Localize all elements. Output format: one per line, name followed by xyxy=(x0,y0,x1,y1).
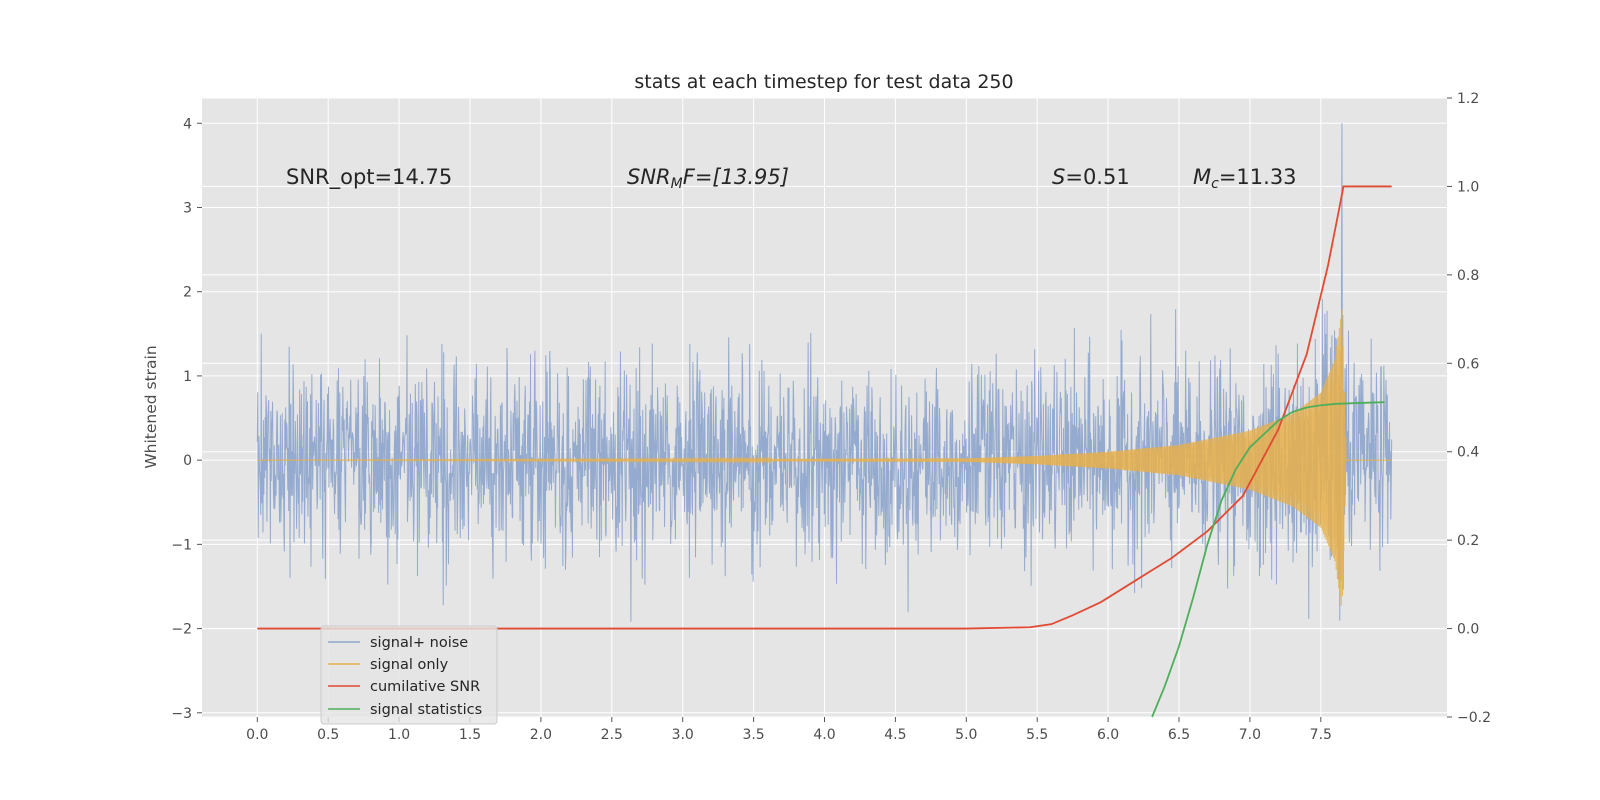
series-cumulative-snr xyxy=(257,185,1392,630)
y-tick-label-left: 0 xyxy=(183,453,192,469)
x-tick-label: 5.5 xyxy=(1026,727,1048,743)
mc-value: =11.33 xyxy=(1219,165,1297,189)
y-tick-label-right: 0.8 xyxy=(1457,268,1479,284)
y-tick-label-left: 2 xyxy=(183,285,192,301)
x-tick-label: 7.0 xyxy=(1239,727,1261,743)
x-tick-label: 2.5 xyxy=(601,727,623,743)
mc-symbol: M xyxy=(1193,165,1211,189)
annotation-snr-mf: SNRMF=[13.95] xyxy=(627,165,789,192)
signal-only-layer xyxy=(257,309,1392,606)
y-tick-label-right: 0.4 xyxy=(1457,445,1479,461)
annotation-mc: Mc=11.33 xyxy=(1193,165,1297,192)
x-tick-label: 2.0 xyxy=(530,727,552,743)
x-tick-label: 5.0 xyxy=(955,727,977,743)
y-tick-label-right: 1.2 xyxy=(1457,91,1479,107)
legend-label-signal-statistics: signal statistics xyxy=(370,702,482,718)
snr-mf-symbol: SNR xyxy=(627,165,671,189)
x-tick-label: 3.5 xyxy=(742,727,764,743)
series-signal-statistics xyxy=(1151,401,1385,718)
x-tick-label: 6.5 xyxy=(1168,727,1190,743)
legend-label-signal-only: signal only xyxy=(370,657,449,673)
x-tick-label: 1.5 xyxy=(459,727,481,743)
y-tick-label-right: 0.0 xyxy=(1457,622,1479,638)
y-tick-label-right: 0.6 xyxy=(1457,356,1479,372)
y-tick-label-left: 1 xyxy=(183,369,192,385)
snr-mf-subscript: M xyxy=(671,176,683,192)
y-axis-left: 4 3 2 1 0 −1 −2 −3 xyxy=(171,116,202,722)
x-tick-label: 1.0 xyxy=(388,727,410,743)
signal-noise-layer xyxy=(256,123,1393,622)
x-tick-label: 7.5 xyxy=(1310,727,1332,743)
y-tick-label-left: 3 xyxy=(183,200,192,216)
chart-title: stats at each timestep for test data 250 xyxy=(634,71,1013,93)
y-tick-label-left: −3 xyxy=(171,706,192,722)
series-signal-only xyxy=(257,309,1392,606)
annotation-s: S=0.51 xyxy=(1052,165,1130,189)
x-tick-label: 4.5 xyxy=(884,727,906,743)
y-tick-label-left: −1 xyxy=(171,537,192,553)
legend-box xyxy=(320,625,498,725)
annotation-snr-opt: SNR_opt=14.75 xyxy=(286,165,452,190)
line-series-layer xyxy=(257,185,1392,718)
y-tick-label-left: −2 xyxy=(171,622,192,638)
snr-mf-text: F=[13.95] xyxy=(683,165,789,189)
legend-label-signal-noise: signal+ noise xyxy=(370,635,468,651)
x-axis: 0.0 0.5 1.0 1.5 2.0 2.5 3.0 3.5 4.0 4.5 5.0 5.5 6.0 6… xyxy=(246,717,1332,743)
y-tick-label-right: 1.0 xyxy=(1457,179,1479,195)
legend: signal+ noise signal only cumilative SNR… xyxy=(320,625,498,725)
y-tick-label-left: 4 xyxy=(183,116,192,132)
y-tick-label-right: 0.2 xyxy=(1457,533,1479,549)
x-tick-label: 0.5 xyxy=(317,727,339,743)
legend-label-cumulative-snr: cumilative SNR xyxy=(370,679,480,695)
x-tick-label: 3.0 xyxy=(672,727,694,743)
y-tick-label-right: −0.2 xyxy=(1457,710,1491,726)
s-symbol: S xyxy=(1052,165,1065,189)
series-signal-noise xyxy=(256,123,1393,622)
y-axis-right: 1.2 1.0 0.8 0.6 0.4 0.2 0.0 −0.2 xyxy=(1447,91,1491,726)
y-axis-label: Whitened strain xyxy=(142,345,160,468)
x-tick-label: 6.0 xyxy=(1097,727,1119,743)
x-tick-label: 0.0 xyxy=(246,727,268,743)
mc-subscript: c xyxy=(1211,176,1219,192)
s-value: =0.51 xyxy=(1065,165,1129,189)
x-tick-label: 4.0 xyxy=(813,727,835,743)
